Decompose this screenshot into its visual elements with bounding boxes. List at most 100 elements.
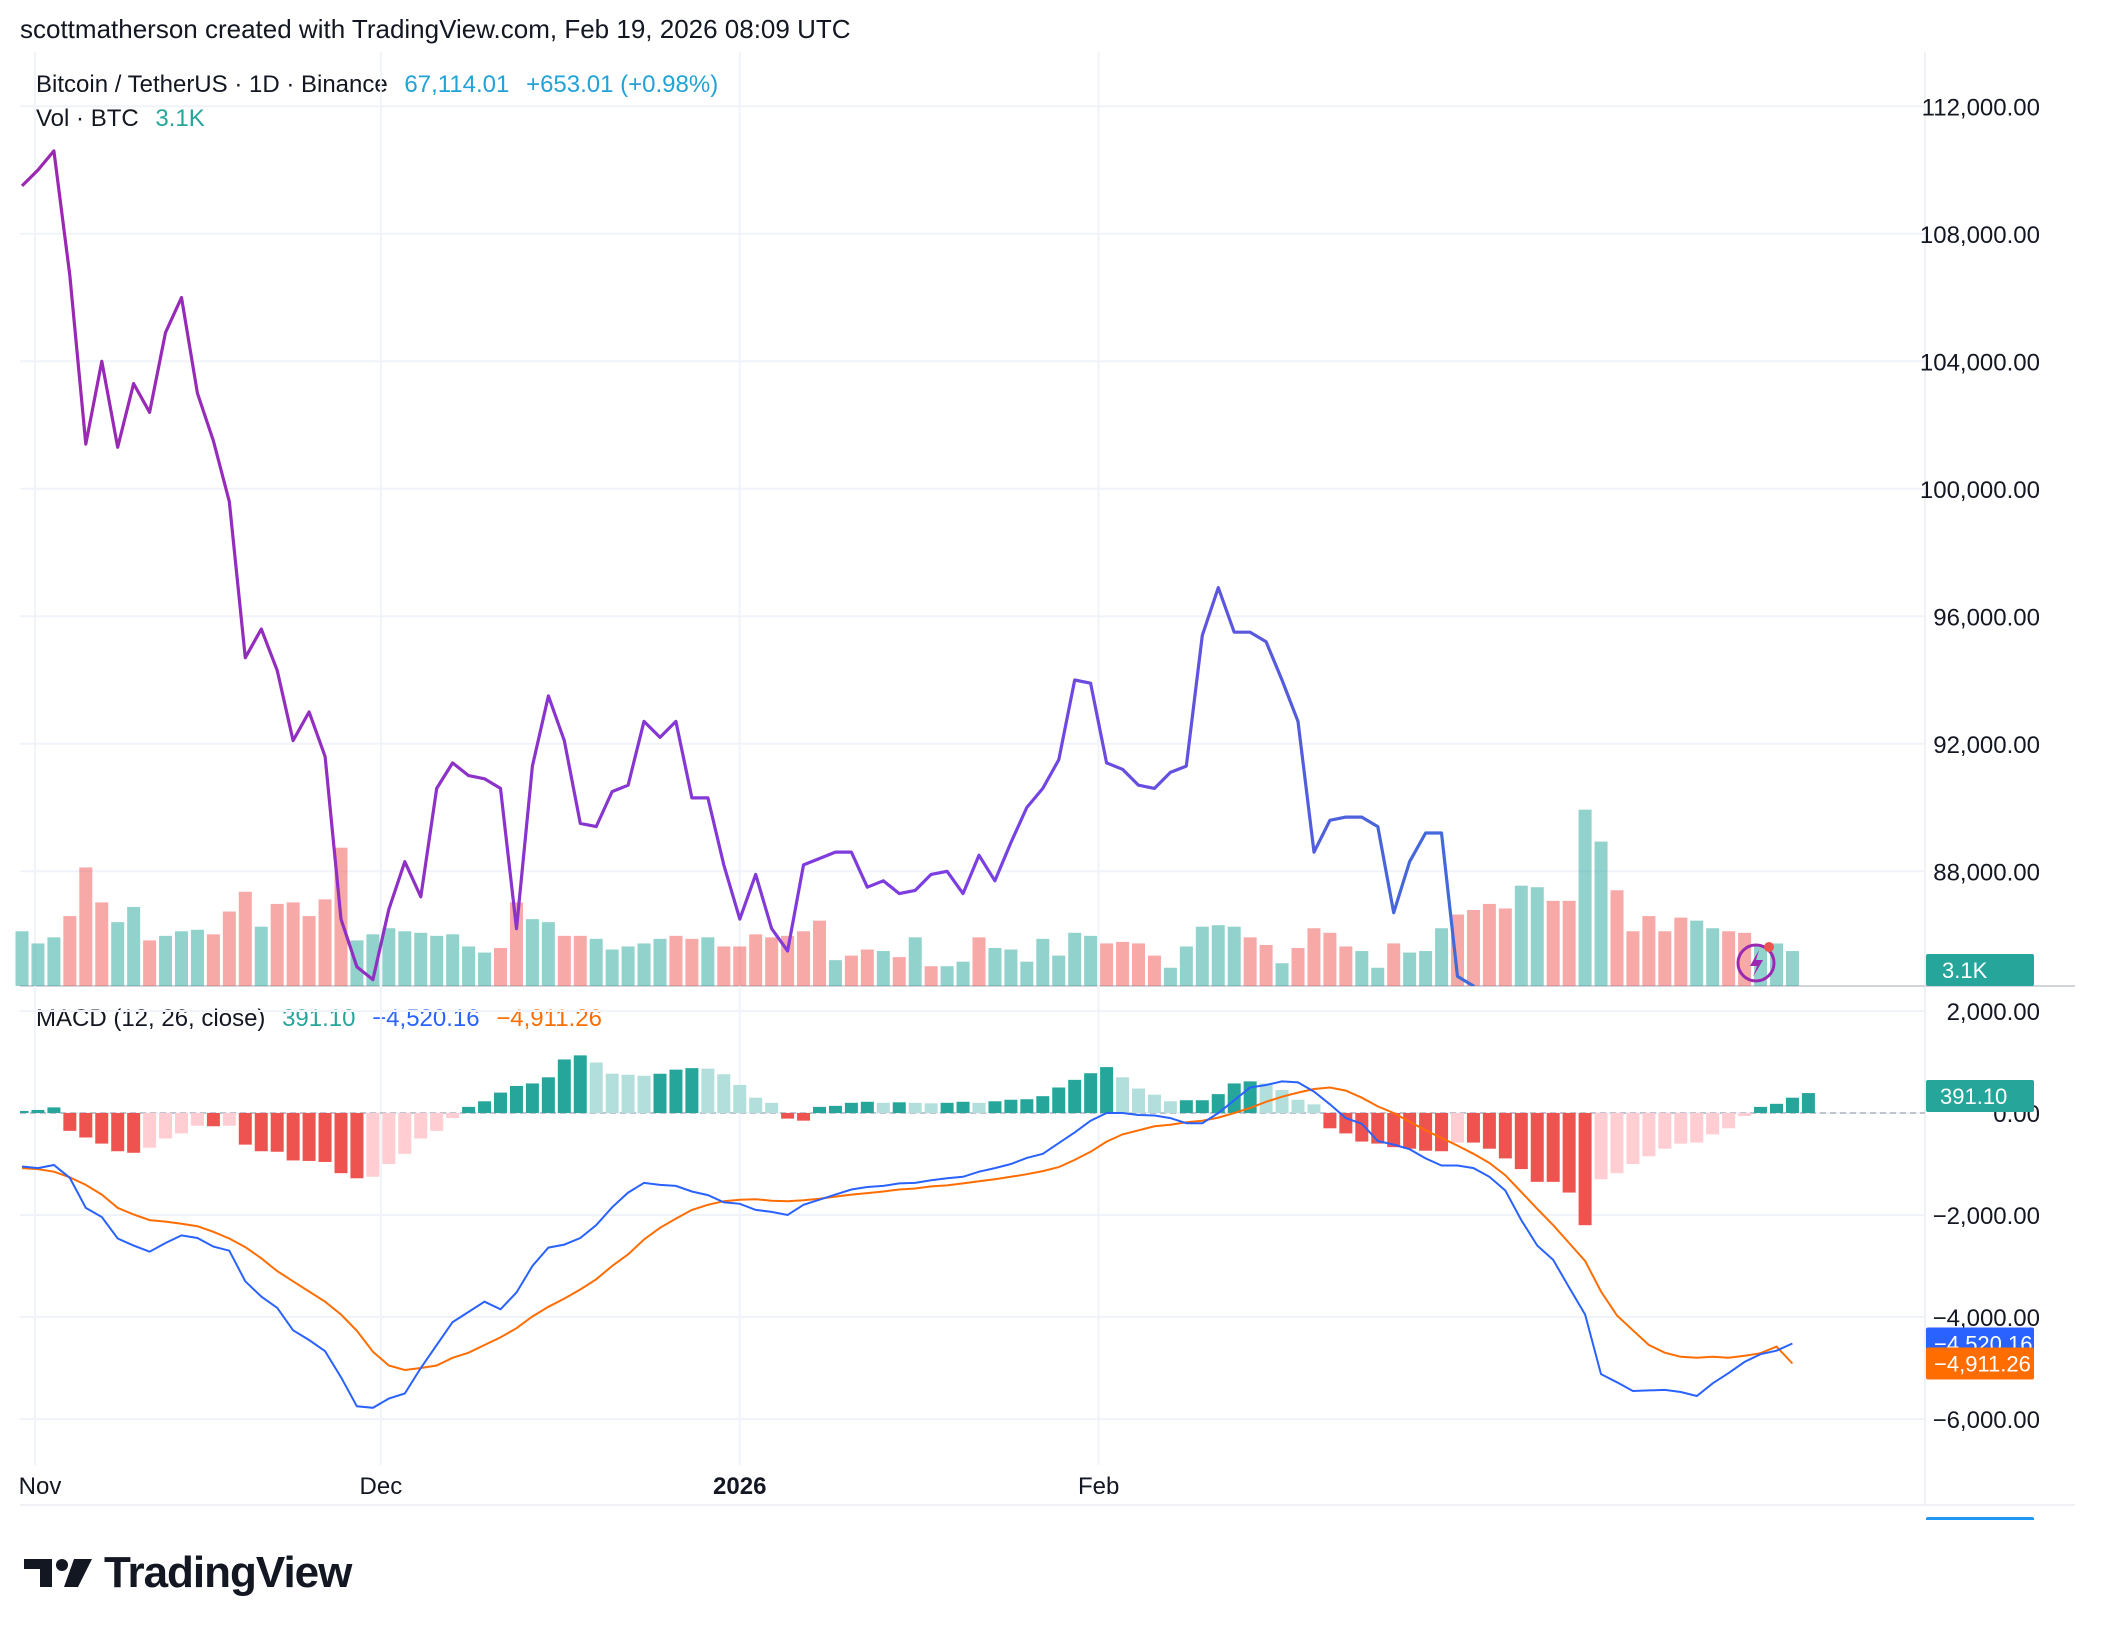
macd-histogram-bar (159, 1113, 173, 1139)
volume-bar (382, 928, 396, 986)
volume-bar (270, 903, 284, 986)
macd-histogram-bar (1722, 1113, 1736, 1129)
volume-bar (1514, 885, 1528, 986)
macd-histogram-bar (1323, 1113, 1337, 1129)
macd-histogram-bar (414, 1113, 428, 1139)
volume-bars (15, 809, 1799, 986)
signal-badge-text: −4,911.26 (1934, 1351, 2031, 1376)
macd-histogram-bar (1211, 1094, 1225, 1113)
volume-bar (701, 937, 715, 986)
macd-histogram-bar (1594, 1113, 1608, 1180)
macd-histogram-bar (382, 1113, 396, 1164)
macd-histogram-bar (63, 1113, 77, 1131)
chart-canvas[interactable]: 88,000.00 92,000.00 96,000.00 100,000.00 104… (0, 0, 2108, 1520)
volume-bar (765, 937, 779, 986)
signal-badge (1926, 1347, 2034, 1380)
volume-bar (1259, 944, 1273, 986)
volume-bar (621, 946, 635, 986)
price-badge (1926, 1516, 2034, 1520)
macd-histogram-bar (1307, 1104, 1321, 1113)
macd-histogram-bar (1020, 1099, 1034, 1113)
volume-bar (175, 931, 188, 986)
volume-bar (1068, 932, 1082, 986)
macd-histogram-bar (701, 1068, 715, 1113)
volume-bar (1674, 917, 1688, 986)
macd-histogram-bar (190, 1113, 204, 1126)
volume-bar (318, 899, 332, 986)
macd-histogram-bar (1259, 1083, 1273, 1113)
volume-bar (1004, 949, 1018, 986)
volume-bar (15, 931, 29, 986)
volume-bar (605, 949, 619, 986)
volume-bar (1642, 916, 1656, 986)
macd-histogram-bar (908, 1102, 922, 1113)
macd-histogram-bar (1371, 1113, 1385, 1144)
volume-bar (1482, 903, 1496, 986)
macd-histogram-bar (1387, 1113, 1401, 1148)
macd-histogram-bar (95, 1113, 109, 1144)
volume-bar (95, 902, 109, 986)
macd-histogram-bar (1466, 1113, 1480, 1143)
macd-histogram-bar (398, 1113, 412, 1154)
macd-histogram-bar (637, 1075, 651, 1113)
macd-histogram-bar (79, 1113, 93, 1138)
volume-bar (860, 949, 874, 986)
macd-histogram-bar (47, 1107, 61, 1113)
macd-line (21, 1080, 1793, 1409)
price-tick-label: 88,000.00 (1933, 859, 2040, 886)
hist-badge-text: 391.10 (1940, 1084, 2007, 1109)
replay-notification-dot (1764, 942, 1774, 952)
volume-bar (254, 926, 268, 986)
volume-bar (398, 931, 412, 986)
macd-histogram-bar (430, 1113, 444, 1131)
macd-histogram-bar (653, 1073, 667, 1113)
macd-histogram-bar (1275, 1090, 1289, 1113)
macd-histogram-bar (1770, 1103, 1783, 1113)
volume-bar (430, 935, 444, 986)
volume-bar (1147, 955, 1161, 986)
price-tick-label: 100,000.00 (1920, 477, 2040, 504)
macd-histogram-bar (334, 1113, 348, 1174)
macd-histogram-bar (749, 1097, 763, 1113)
axes: 88,000.00 92,000.00 96,000.00 100,000.00 104… (19, 94, 2040, 1500)
macd-histogram-bar (318, 1113, 332, 1162)
symbol-label[interactable]: Bitcoin / TetherUS · 1D · Binance (36, 71, 388, 98)
volume-bar (924, 966, 938, 986)
macd-histogram-bar (1562, 1113, 1576, 1193)
macd-histogram-bar (1339, 1113, 1353, 1134)
volume-bar (1706, 928, 1720, 986)
volume-bar (414, 932, 428, 986)
volume-bar (1163, 967, 1177, 986)
macd-label[interactable]: MACD (12, 26, close) (36, 1005, 266, 1032)
volume-bar (478, 952, 492, 986)
macd-histogram-bar (1546, 1113, 1560, 1182)
macd-histogram-bar (589, 1062, 603, 1113)
price-tick-label: 104,000.00 (1920, 349, 2040, 376)
volume-bar (669, 935, 683, 986)
macd-layer (20, 1055, 1925, 1409)
tradingview-wordmark: TradingView (104, 1548, 352, 1597)
macd-histogram-bar (1642, 1113, 1656, 1157)
volume-bar (63, 916, 77, 986)
macd-histogram-bar (478, 1101, 492, 1113)
macd-histogram-bar (733, 1084, 747, 1113)
macd-histogram-bar (350, 1113, 364, 1179)
macd-histogram-bar (557, 1059, 571, 1113)
volume-bar (1371, 967, 1385, 986)
macd-histogram-bar (206, 1113, 220, 1127)
macd-tick-label: −4,000.00 (1933, 1305, 2040, 1332)
volume-legend: Vol · BTC 3.1K (36, 105, 215, 133)
volume-bar (1116, 941, 1130, 986)
price-line (20, 149, 1476, 986)
macd-histogram-bar (892, 1102, 906, 1113)
macd-histogram-bar (1227, 1083, 1241, 1113)
macd-histogram-bar (1100, 1067, 1114, 1113)
macd-histogram-bar (1754, 1106, 1768, 1113)
volume-bar (1690, 920, 1704, 986)
volume-bar (190, 929, 204, 986)
volume-bar (1291, 948, 1305, 986)
volume-bar (1243, 937, 1257, 986)
macd-histogram-bar (1785, 1097, 1799, 1113)
volume-bar (541, 922, 555, 986)
volume-label[interactable]: Vol · BTC (36, 105, 139, 132)
